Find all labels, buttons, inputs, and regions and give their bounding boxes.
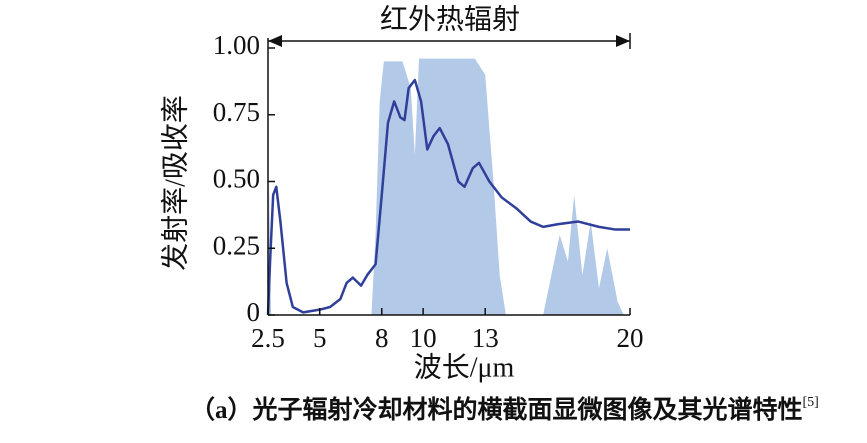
y-tick-label: 0.50 — [213, 164, 260, 194]
caption-text: （a）光子辐射冷却材料的横截面显微图像及其光谱特性 — [190, 395, 803, 424]
y-tick-label: 0 — [247, 297, 261, 327]
x-tick-label: 8 — [375, 323, 389, 353]
x-tick-label: 13 — [472, 323, 499, 353]
arrow-head — [268, 35, 282, 47]
y-tick-label: 0.25 — [213, 230, 260, 260]
x-tick-label: 10 — [410, 323, 437, 353]
y-tick-label: 0.75 — [213, 97, 260, 127]
arrow-head — [616, 35, 630, 47]
caption-ref: [5] — [803, 395, 819, 410]
x-tick-label: 20 — [617, 323, 644, 353]
y-tick-label: 1.00 — [213, 30, 260, 60]
x-axis-label: 波长/μm — [414, 351, 515, 383]
transmittance-area — [268, 58, 624, 316]
x-tick-label: 5 — [313, 323, 327, 353]
x-tick-label: 2.5 — [251, 323, 285, 353]
annotation-text: 红外热辐射 — [380, 3, 520, 35]
y-axis-label: 发射率/吸收率 — [159, 95, 191, 271]
emissivity-line — [266, 78, 630, 316]
caption: （a）光子辐射冷却材料的横截面显微图像及其光谱特性[5] — [190, 395, 819, 424]
